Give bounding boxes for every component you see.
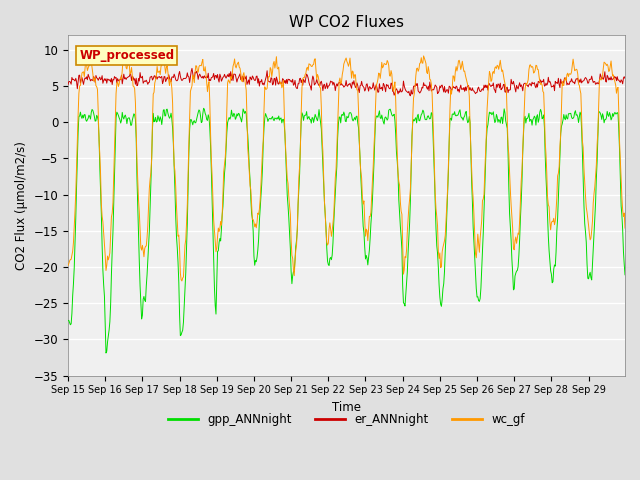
gpp_ANNnight	[200, 106, 207, 111]
wc_gf	[159, 51, 167, 57]
er_ANNnight	[406, 93, 414, 99]
Text: WP_processed: WP_processed	[79, 49, 174, 62]
wc_gf	[74, 112, 82, 118]
Line: er_ANNnight: er_ANNnight	[68, 68, 625, 96]
wc_gf	[189, 75, 197, 81]
er_ANNnight	[621, 75, 629, 81]
wc_gf	[132, 100, 140, 106]
Title: WP CO2 Fluxes: WP CO2 Fluxes	[289, 15, 404, 30]
er_ANNnight	[432, 83, 440, 89]
gpp_ANNnight	[102, 350, 110, 356]
wc_gf	[432, 206, 440, 212]
wc_gf	[416, 60, 424, 66]
Line: wc_gf: wc_gf	[68, 54, 625, 281]
wc_gf	[621, 225, 629, 231]
er_ANNnight	[64, 82, 72, 87]
er_ANNnight	[188, 65, 196, 71]
gpp_ANNnight	[432, 226, 440, 231]
gpp_ANNnight	[621, 272, 629, 277]
gpp_ANNnight	[189, 122, 196, 128]
Y-axis label: CO2 Flux (μmol/m2/s): CO2 Flux (μmol/m2/s)	[15, 141, 28, 270]
er_ANNnight	[416, 90, 424, 96]
er_ANNnight	[132, 81, 140, 87]
gpp_ANNnight	[416, 118, 424, 124]
gpp_ANNnight	[219, 204, 227, 209]
gpp_ANNnight	[74, 130, 82, 135]
er_ANNnight	[74, 79, 82, 85]
gpp_ANNnight	[64, 318, 72, 324]
wc_gf	[64, 263, 72, 268]
wc_gf	[219, 191, 227, 196]
Legend: gpp_ANNnight, er_ANNnight, wc_gf: gpp_ANNnight, er_ANNnight, wc_gf	[164, 408, 529, 431]
wc_gf	[178, 278, 186, 284]
er_ANNnight	[218, 76, 226, 82]
er_ANNnight	[189, 71, 196, 76]
X-axis label: Time: Time	[332, 401, 361, 414]
Line: gpp_ANNnight: gpp_ANNnight	[68, 108, 625, 353]
gpp_ANNnight	[132, 136, 140, 142]
